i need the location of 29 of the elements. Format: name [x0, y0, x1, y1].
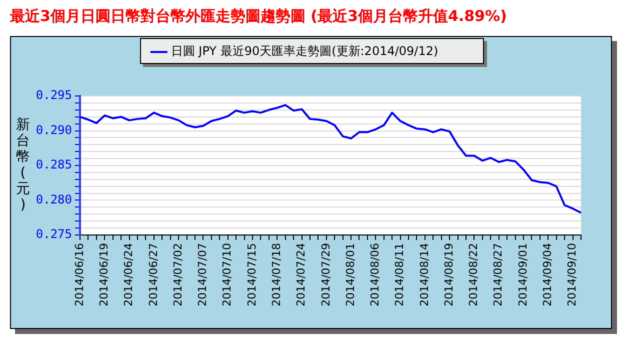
x-tick-label: 2014/07/02	[171, 243, 184, 306]
x-tick-label: 2014/07/07	[196, 243, 210, 306]
x-tick-label: 2014/07/10	[220, 243, 234, 306]
legend-label: 日圓 JPY 最近90天匯率走勢圖(更新:2014/09/12)	[170, 44, 438, 58]
y-tick-label: 0.280	[36, 192, 72, 206]
x-tick-label: 2014/06/27	[146, 243, 160, 306]
y-axis-title: 新台幣(元)	[16, 117, 30, 214]
x-tick-label: 2014/08/22	[467, 243, 480, 306]
x-tick-label: 2014/06/16	[72, 243, 86, 306]
chart-title: 最近3個月日圓日幣對台幣外匯走勢圖趨勢圖 (最近3個月台幣升值4.89%)	[9, 6, 507, 25]
x-tick-label: 2014/09/10	[566, 243, 579, 306]
x-tick-label: 2014/08/19	[442, 243, 456, 306]
x-tick-label: 2014/08/27	[492, 243, 505, 306]
y-tick-label: 0.290	[36, 122, 72, 137]
x-tick-label: 2014/08/01	[344, 243, 357, 306]
x-tick-label: 2014/06/24	[122, 243, 136, 306]
x-tick-label: 2014/07/24	[294, 243, 308, 306]
x-tick-label: 2014/09/01	[516, 243, 530, 306]
x-tick-label: 2014/07/29	[319, 243, 332, 306]
y-tick-label: 0.285	[36, 158, 72, 172]
x-tick-label: 2014/09/04	[541, 243, 554, 306]
x-tick-label: 2014/08/11	[393, 243, 406, 306]
x-tick-label: 2014/07/18	[270, 243, 283, 306]
y-tick-label: 0.295	[36, 88, 72, 102]
x-tick-label: 2014/08/14	[418, 243, 431, 306]
x-tick-label: 2014/06/19	[98, 243, 110, 306]
y-tick-label: 0.275	[36, 227, 72, 242]
x-tick-label: 2014/07/15	[245, 243, 258, 306]
x-tick-label: 2014/08/06	[368, 243, 382, 306]
